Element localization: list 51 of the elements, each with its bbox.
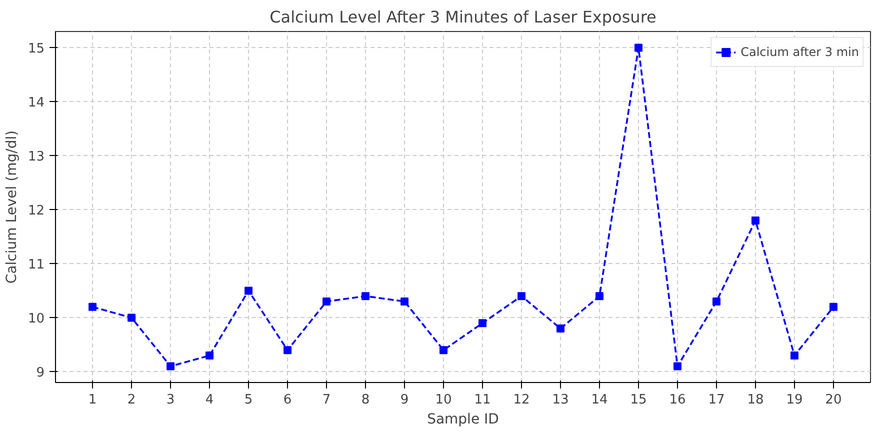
x-tick-label: 16 (669, 392, 686, 408)
y-axis-title: Calcium Level (mg/dl) (4, 130, 20, 284)
point (322, 298, 331, 306)
point (478, 319, 486, 328)
x-tick-label: 8 (361, 392, 370, 408)
y-tick-label: 10 (28, 312, 45, 327)
point (790, 352, 798, 360)
point (517, 292, 526, 300)
point (244, 286, 253, 295)
x-tick-label: 2 (127, 392, 136, 408)
point (751, 216, 760, 224)
point (829, 302, 838, 311)
x-tick-label: 15 (630, 392, 647, 408)
x-tick-label: 3 (166, 392, 175, 408)
x-tick-label: 1 (88, 392, 97, 408)
point (556, 324, 564, 332)
y-tick-label: 15 (28, 42, 45, 57)
y-tick-label: 12 (28, 204, 45, 219)
y-tick-label: 13 (28, 150, 45, 165)
x-tick-label: 13 (552, 392, 569, 408)
x-tick-label: 9 (400, 392, 409, 408)
x-tick-label: 12 (513, 392, 530, 408)
point (88, 302, 97, 311)
point (362, 292, 370, 300)
point (400, 298, 409, 306)
point (128, 314, 136, 322)
x-tick-label: 6 (283, 392, 292, 408)
y-tick-label: 9 (36, 366, 45, 381)
x-tick-label: 5 (244, 392, 253, 408)
point (440, 346, 448, 354)
x-tick-label: 14 (591, 392, 608, 408)
x-tick-label: 4 (205, 392, 214, 408)
point (673, 362, 682, 370)
x-tick-label: 11 (474, 392, 491, 408)
point (284, 346, 292, 354)
point (166, 362, 175, 370)
x-tick-label: 18 (747, 392, 764, 408)
point (595, 292, 604, 300)
point (712, 298, 720, 306)
point (206, 352, 214, 360)
legend-label: Calcium after 3 min (740, 45, 859, 59)
x-tick-label: 10 (435, 392, 452, 408)
x-tick-label: 7 (322, 392, 331, 408)
chart-title: Calcium Level After 3 Minutes of Laser Exposure (270, 8, 656, 26)
y-tick-label: 14 (28, 96, 45, 111)
x-axis-title: Sample ID (427, 412, 499, 428)
x-tick-label: 20 (825, 392, 842, 408)
y-tick-label: 11 (28, 258, 45, 273)
point (634, 44, 642, 52)
x-tick-label: 19 (786, 392, 803, 408)
x-tick-label: 17 (708, 392, 725, 408)
